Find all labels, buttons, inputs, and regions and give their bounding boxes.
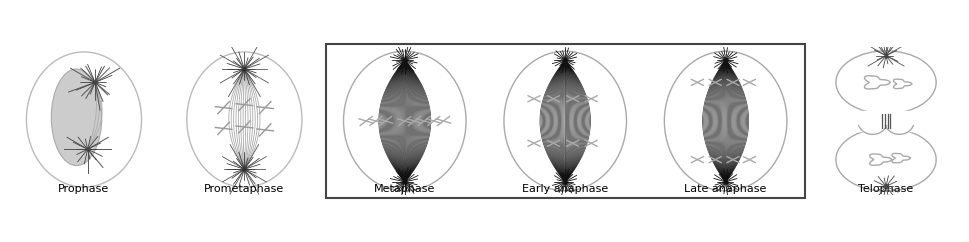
Text: Early anaphase: Early anaphase [521, 184, 608, 194]
Ellipse shape [187, 52, 301, 187]
Ellipse shape [664, 51, 786, 191]
Text: Late anaphase: Late anaphase [684, 184, 766, 194]
Text: Prometaphase: Prometaphase [204, 184, 284, 194]
Bar [834, 111, 935, 131]
Ellipse shape [504, 51, 626, 191]
Ellipse shape [343, 51, 465, 191]
Text: Telophase: Telophase [858, 184, 913, 194]
Text: Metaphase: Metaphase [374, 184, 435, 194]
Ellipse shape [835, 128, 935, 191]
Ellipse shape [835, 51, 935, 114]
Text: Prophase: Prophase [58, 184, 109, 194]
Ellipse shape [51, 69, 102, 166]
Ellipse shape [26, 52, 141, 187]
